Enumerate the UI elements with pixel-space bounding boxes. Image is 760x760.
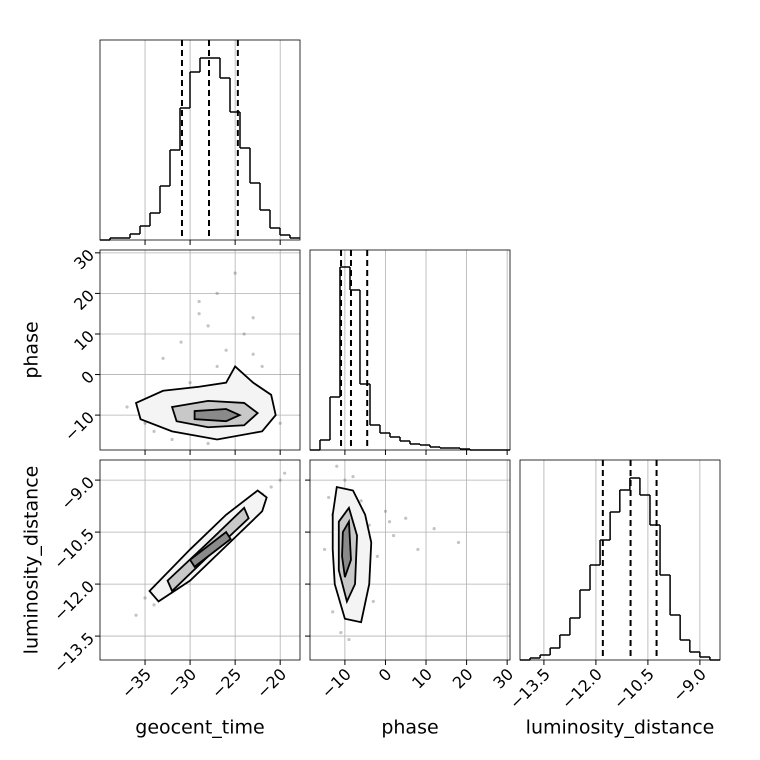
sample-point bbox=[269, 485, 273, 489]
y-tick-label: −12.0 bbox=[50, 577, 98, 625]
x-tick-label: 30 bbox=[489, 665, 517, 693]
y-tick-label: 0 bbox=[77, 367, 98, 388]
sample-point bbox=[197, 312, 201, 316]
sample-point bbox=[335, 464, 339, 468]
sample-point bbox=[327, 495, 331, 500]
x-tick-label: 20 bbox=[449, 665, 477, 693]
x-tick-label: −12.0 bbox=[558, 665, 606, 713]
sample-point bbox=[323, 547, 327, 552]
sample-point bbox=[339, 631, 343, 635]
sample-point bbox=[283, 471, 287, 475]
panel-frame bbox=[519, 459, 721, 661]
sample-point bbox=[206, 441, 210, 446]
y-tick-label: −13.5 bbox=[50, 629, 98, 677]
sample-point bbox=[233, 271, 237, 275]
y-axis-label: luminosity_distance bbox=[21, 466, 43, 655]
y-tick-label: −10 bbox=[61, 408, 98, 445]
panel-frame bbox=[99, 249, 301, 451]
sample-point bbox=[416, 547, 420, 552]
sample-point bbox=[251, 352, 255, 356]
sample-point bbox=[387, 520, 392, 524]
sample-point bbox=[152, 429, 156, 433]
sample-point bbox=[359, 499, 363, 503]
sample-point bbox=[143, 596, 147, 600]
contour bbox=[341, 518, 352, 578]
y-tick-label: 30 bbox=[70, 245, 98, 273]
sample-point bbox=[383, 509, 388, 513]
sample-point bbox=[432, 527, 436, 531]
y-tick-label: 10 bbox=[70, 327, 98, 355]
x-tick-label: −20 bbox=[253, 665, 290, 702]
sample-point bbox=[343, 478, 347, 482]
sample-point bbox=[371, 599, 375, 604]
sample-point bbox=[351, 475, 355, 479]
y-axis-label: phase bbox=[21, 321, 43, 378]
sample-point bbox=[278, 421, 282, 425]
x-tick-label: −25 bbox=[208, 665, 245, 702]
sample-point bbox=[152, 603, 156, 607]
sample-point bbox=[251, 316, 255, 320]
x-tick-label: 0 bbox=[375, 665, 396, 686]
sample-point bbox=[347, 637, 351, 642]
sample-point bbox=[224, 348, 228, 352]
sample-point bbox=[215, 291, 219, 296]
sample-point bbox=[404, 516, 408, 520]
sample-point bbox=[215, 364, 219, 369]
contour bbox=[188, 530, 232, 569]
x-tick-label: −9.0 bbox=[669, 665, 710, 706]
sample-point bbox=[143, 421, 147, 425]
x-tick-label: −35 bbox=[118, 665, 155, 702]
x-axis-label: luminosity_distance bbox=[526, 717, 715, 739]
x-axis-label: geocent_time bbox=[135, 717, 264, 739]
sample-point bbox=[170, 437, 174, 442]
panel-frame bbox=[99, 39, 301, 241]
sample-point bbox=[134, 613, 138, 617]
x-axis-label: phase bbox=[381, 717, 438, 739]
sample-point bbox=[331, 610, 335, 614]
x-tick-label: −13.5 bbox=[506, 665, 554, 713]
x-tick-label: 10 bbox=[408, 665, 436, 693]
x-tick-label: −10 bbox=[318, 665, 355, 702]
sample-point bbox=[197, 299, 201, 304]
sample-point bbox=[125, 405, 129, 409]
sample-point bbox=[278, 478, 282, 482]
panel-frame bbox=[99, 459, 301, 661]
sample-point bbox=[456, 540, 461, 545]
x-tick-label: −30 bbox=[163, 665, 200, 702]
sample-point bbox=[188, 381, 192, 385]
sample-point bbox=[260, 364, 264, 369]
panel-frame bbox=[309, 249, 511, 451]
sample-point bbox=[391, 533, 396, 538]
x-tick-label: −10.5 bbox=[610, 665, 658, 713]
sample-point bbox=[242, 332, 246, 336]
sample-point bbox=[206, 324, 210, 328]
contour bbox=[193, 408, 242, 423]
sample-point bbox=[161, 356, 165, 360]
sample-point bbox=[375, 554, 379, 558]
y-tick-label: 20 bbox=[70, 286, 98, 314]
sample-point bbox=[179, 340, 183, 344]
y-tick-label: −10.5 bbox=[50, 525, 98, 573]
y-tick-label: −9.0 bbox=[57, 473, 98, 514]
panel-frame bbox=[309, 459, 511, 661]
